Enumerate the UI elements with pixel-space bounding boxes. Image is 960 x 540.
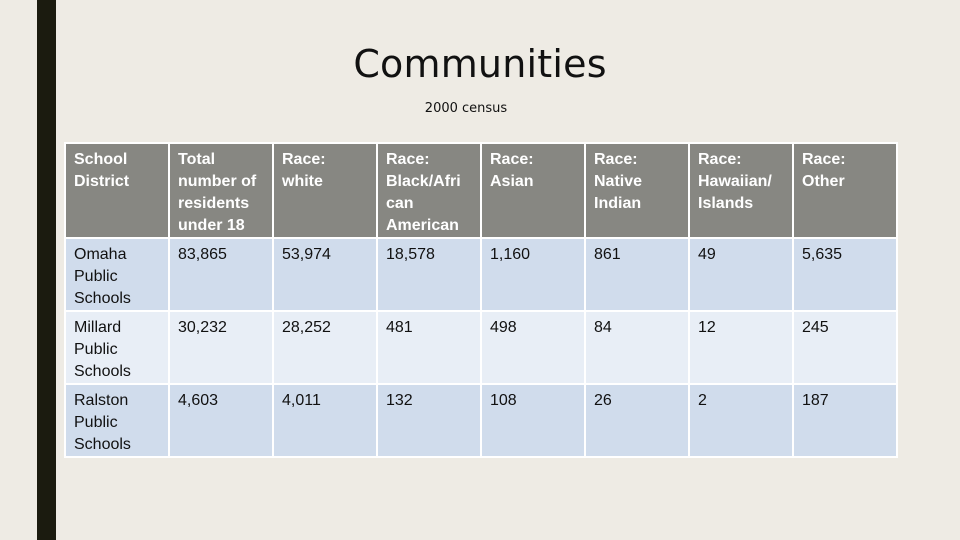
census-table-container: School District Total number of resident… [64, 142, 898, 458]
census-table: School District Total number of resident… [64, 142, 898, 458]
cell-other: 5,635 [792, 237, 898, 312]
cell-total-under-18: 4,603 [168, 383, 274, 458]
table-row: Omaha Public Schools 83,865 53,974 18,57… [64, 237, 898, 312]
slide-subtitle: 2000 census [424, 101, 508, 116]
table-row: Millard Public Schools 30,232 28,252 481… [64, 310, 898, 385]
header-race-other: Race: Other [792, 142, 898, 239]
cell-black: 132 [376, 383, 482, 458]
cell-native-indian: 84 [584, 310, 690, 385]
cell-district: Millard Public Schools [64, 310, 170, 385]
cell-total-under-18: 83,865 [168, 237, 274, 312]
cell-hawaiian: 2 [688, 383, 794, 458]
header-race-asian: Race: Asian [480, 142, 586, 239]
cell-other: 245 [792, 310, 898, 385]
left-accent-bar [37, 0, 56, 540]
cell-total-under-18: 30,232 [168, 310, 274, 385]
header-race-hawaiian: Race: Hawaiian/ Islands [688, 142, 794, 239]
cell-asian: 108 [480, 383, 586, 458]
header-school-district: School District [64, 142, 170, 239]
cell-district: Omaha Public Schools [64, 237, 170, 312]
header-race-white: Race: white [272, 142, 378, 239]
cell-native-indian: 26 [584, 383, 690, 458]
cell-asian: 1,160 [480, 237, 586, 312]
header-total-under-18: Total number of residents under 18 [168, 142, 274, 239]
cell-other: 187 [792, 383, 898, 458]
cell-district: Ralston Public Schools [64, 383, 170, 458]
cell-black: 18,578 [376, 237, 482, 312]
cell-white: 4,011 [272, 383, 378, 458]
cell-black: 481 [376, 310, 482, 385]
slide-title: Communities [353, 42, 607, 86]
table-header-row: School District Total number of resident… [64, 142, 898, 239]
cell-white: 28,252 [272, 310, 378, 385]
table-row: Ralston Public Schools 4,603 4,011 132 1… [64, 383, 898, 458]
cell-native-indian: 861 [584, 237, 690, 312]
header-race-native-indian: Race: Native Indian [584, 142, 690, 239]
cell-hawaiian: 12 [688, 310, 794, 385]
cell-white: 53,974 [272, 237, 378, 312]
cell-asian: 498 [480, 310, 586, 385]
header-race-black: Race: Black/Afri can American [376, 142, 482, 239]
cell-hawaiian: 49 [688, 237, 794, 312]
